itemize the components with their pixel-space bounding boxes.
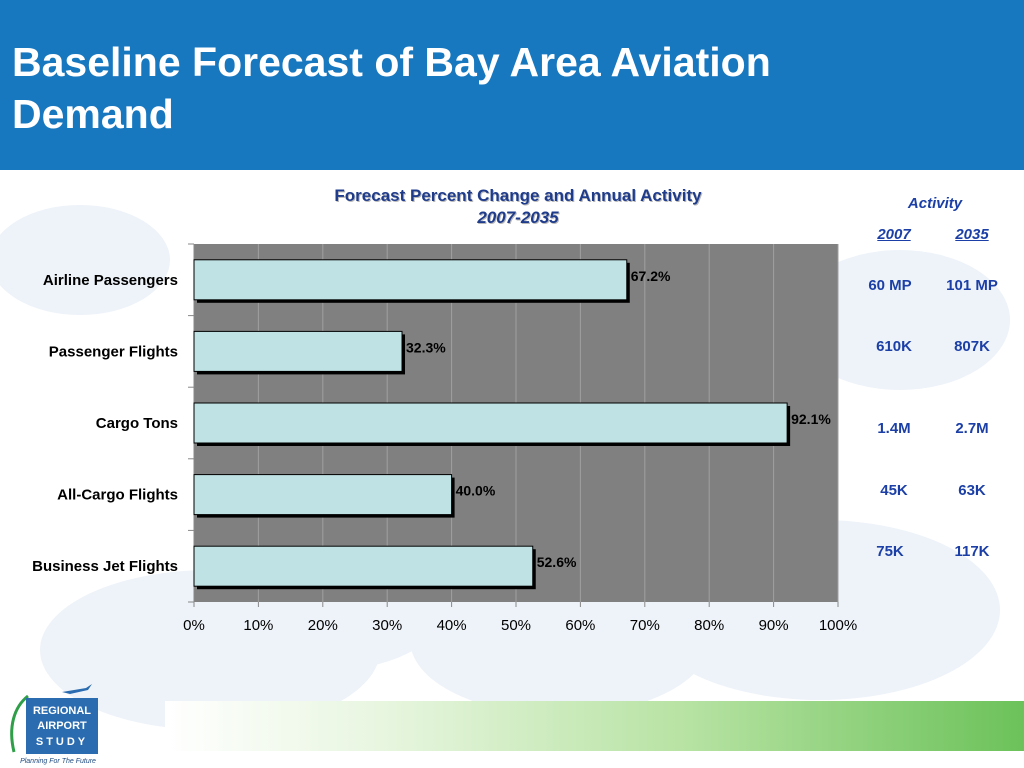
- footer-gradient-band: [165, 701, 1024, 751]
- activity-row-3-2007: 1.4M: [877, 420, 911, 437]
- logo-line-1: REGIONAL: [33, 705, 91, 717]
- x-tick-label: 50%: [501, 617, 531, 634]
- bar: [193, 474, 453, 516]
- logo-arc-icon: [10, 694, 29, 753]
- logo-box: [26, 698, 98, 754]
- x-tick-label: 40%: [437, 617, 467, 634]
- category-label: Passenger Flights: [49, 343, 178, 360]
- x-tick-label: 0%: [183, 617, 205, 634]
- activity-row-5-2035: 117K: [954, 543, 990, 560]
- slide-title: Baseline Forecast of Bay Area Aviation D…: [12, 39, 771, 137]
- activity-row-3-2035: 2.7M: [955, 420, 989, 437]
- chart-title: Forecast Percent Change and Annual Activ…: [334, 186, 702, 205]
- bar: [193, 259, 628, 301]
- category-label: Business Jet Flights: [32, 558, 178, 575]
- bar-value-label: 67.2%: [631, 268, 671, 284]
- category-label: Cargo Tons: [96, 415, 178, 432]
- activity-row-1-2035: 101 MP: [946, 277, 998, 294]
- logo-tagline: Planning For The Future: [20, 758, 96, 765]
- activity-row-4-2035: 63K: [958, 482, 986, 499]
- x-tick-label: 30%: [372, 617, 402, 634]
- activity-heading: Activity: [907, 195, 963, 212]
- activity-column-2035: 2035: [955, 226, 989, 243]
- bar-value-label: 32.3%: [406, 339, 446, 355]
- x-tick-label: 60%: [565, 617, 595, 634]
- logo-line-2: AIRPORT: [37, 720, 87, 732]
- bar: [193, 402, 788, 444]
- x-tick-label: 10%: [243, 617, 273, 634]
- bar: [193, 545, 534, 587]
- chart-title-block: Forecast Percent Change and Annual Activ…: [300, 185, 736, 229]
- logo-line-3: STUDY: [36, 736, 88, 748]
- bar-value-label: 92.1%: [791, 411, 831, 427]
- x-tick-label: 80%: [694, 617, 724, 634]
- activity-row-2-2035: 807K: [954, 338, 990, 355]
- regional-airport-study-logo: REGIONAL AIRPORT STUDY Planning For The …: [10, 684, 98, 765]
- category-label: Airline Passengers: [43, 272, 178, 289]
- activity-column-2007: 2007: [877, 226, 911, 243]
- header-bar: Baseline Forecast of Bay Area Aviation D…: [0, 0, 1024, 170]
- x-tick-label: 90%: [759, 617, 789, 634]
- bar-value-label: 52.6%: [537, 554, 577, 570]
- category-label: All-Cargo Flights: [57, 487, 178, 504]
- activity-row-5-2007: 75K: [876, 543, 904, 560]
- bar-value-label: 40.0%: [456, 483, 496, 499]
- chart-subtitle: 2007-2035: [477, 208, 559, 227]
- activity-row-4-2007: 45K: [880, 482, 908, 499]
- bar: [193, 330, 403, 372]
- x-tick-label: 70%: [630, 617, 660, 634]
- airplane-icon: [62, 684, 92, 694]
- activity-row-1-2007: 60 MP: [868, 277, 912, 294]
- x-tick-label: 20%: [308, 617, 338, 634]
- x-tick-label: 100%: [819, 617, 857, 634]
- activity-row-2-2007: 610K: [876, 338, 912, 355]
